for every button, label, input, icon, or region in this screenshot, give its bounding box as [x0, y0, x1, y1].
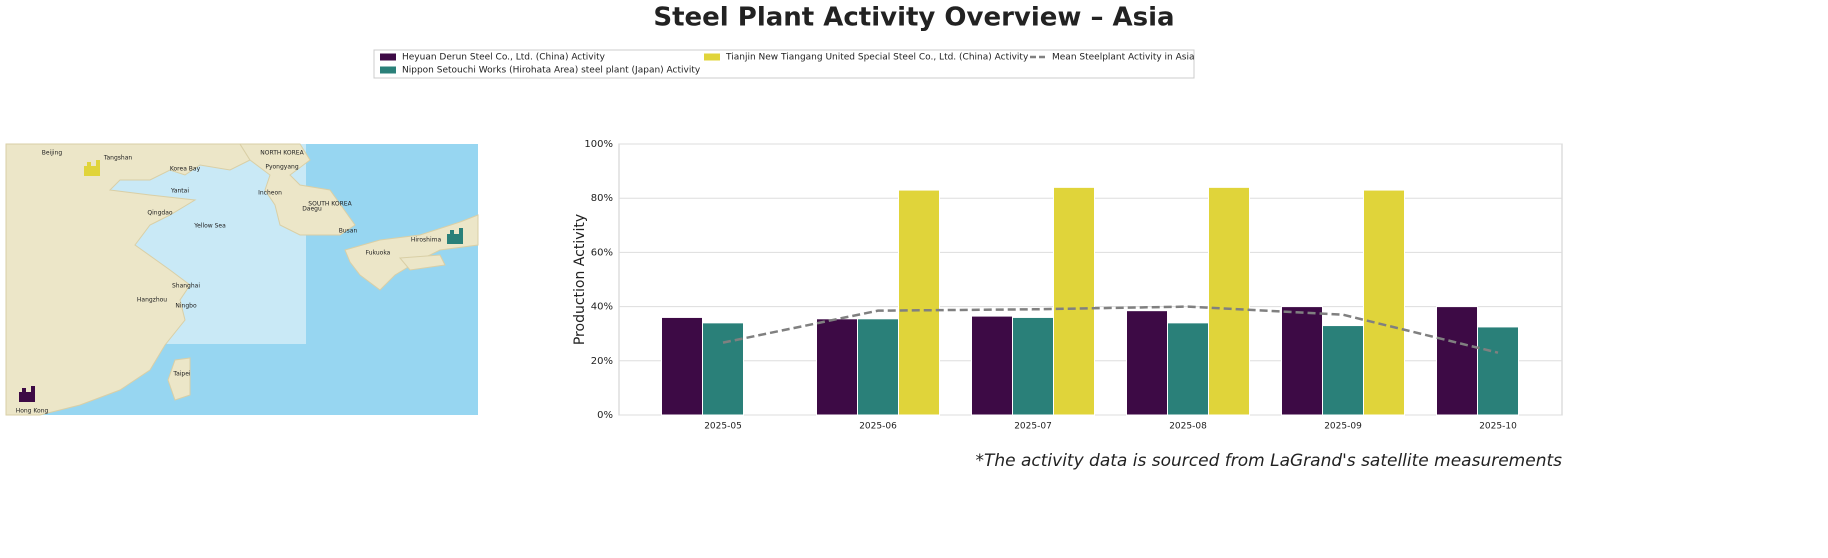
legend-label: Heyuan Derun Steel Co., Ltd. (China) Act… [402, 53, 606, 63]
plant-icon [447, 234, 463, 244]
mean-line [722, 305, 1499, 354]
x-tick-label: 2025-06 [859, 422, 897, 432]
bar [898, 189, 940, 416]
legend-swatch [380, 66, 396, 74]
plant-icon [84, 166, 100, 176]
map-label: Fukuoka [366, 250, 391, 257]
map-label: Taipei [172, 371, 191, 378]
map-label: Hong Kong [16, 408, 49, 415]
bar [1053, 186, 1095, 416]
x-tick-label: 2025-10 [1479, 422, 1517, 432]
plant-icon [19, 392, 35, 402]
map-label: Pyongyang [265, 164, 298, 171]
land [344, 214, 479, 291]
bar [702, 322, 744, 416]
bar [816, 318, 858, 416]
map-label: NORTH KOREA [260, 150, 304, 157]
land [5, 143, 251, 416]
map-label: Qingdao [147, 210, 172, 217]
bar [1281, 306, 1323, 416]
map-label: Shanghai [172, 283, 200, 290]
bar [1322, 325, 1364, 416]
y-tick-label: 20% [591, 356, 613, 367]
bar [857, 318, 899, 416]
x-tick-label: 2025-07 [1014, 422, 1052, 432]
land [167, 357, 191, 401]
bar [971, 315, 1013, 416]
legend-label: Nippon Setouchi Works (Hirohata Area) st… [402, 66, 701, 76]
map-label: Korea Bay [170, 166, 201, 173]
map-label: Beijing [42, 150, 63, 157]
land [239, 143, 356, 236]
map-label: SOUTH KOREA [308, 201, 352, 208]
y-tick-label: 40% [591, 302, 613, 313]
plot: 0% 20% 40% 60% 80% 100% Production Activity 202… [572, 139, 1563, 432]
chart-title: Steel Plant Activity Overview – Asia [653, 3, 1174, 33]
map-label: Tangshan [103, 155, 133, 162]
map-label: Ningbo [175, 303, 197, 310]
map-label: Daegu [302, 206, 322, 213]
y-tick-label: 60% [591, 247, 613, 258]
map-label: Hiroshima [411, 237, 442, 244]
map-label: Yellow Sea [193, 223, 226, 230]
legend-label: Tianjin New Tiangang United Special Stee… [725, 53, 1029, 63]
land [398, 254, 446, 271]
map: Beijing Tangshan NORTH KOREA Pyongyang Korea… [5, 143, 479, 416]
bar [1208, 186, 1250, 416]
bar [1167, 322, 1209, 416]
plant-icon [459, 228, 463, 236]
footnote: *The activity data is sourced from LaGra… [975, 451, 1562, 471]
bar [1012, 316, 1054, 416]
legend-swatch [380, 53, 396, 61]
y-tick-label: 100% [584, 139, 613, 150]
map-label: Yantai [170, 188, 189, 195]
bar [1477, 326, 1519, 416]
y-axis-label: Production Activity [572, 214, 588, 345]
map-label: Incheon [258, 190, 282, 197]
plant-icon [87, 162, 91, 168]
y-tick-label: 0% [597, 410, 613, 421]
plant-icon [22, 388, 26, 394]
bar [1363, 189, 1405, 416]
bar [1126, 310, 1168, 416]
legend-box [373, 49, 1195, 79]
y-tick-label: 80% [591, 193, 613, 204]
plant-icon [96, 160, 100, 168]
bar [1436, 306, 1478, 416]
legend-swatch [704, 53, 720, 61]
x-tick-label: 2025-08 [1169, 422, 1207, 432]
plant-icon [450, 230, 454, 236]
x-tick-label: 2025-09 [1324, 422, 1362, 432]
x-tick-label: 2025-05 [704, 422, 742, 432]
map-label: Busan [339, 228, 358, 235]
bar [661, 316, 703, 416]
map-label: Hangzhou [137, 297, 167, 304]
legend-label: Mean Steelplant Activity in Asia [1052, 53, 1194, 63]
plant-icon [31, 386, 35, 394]
